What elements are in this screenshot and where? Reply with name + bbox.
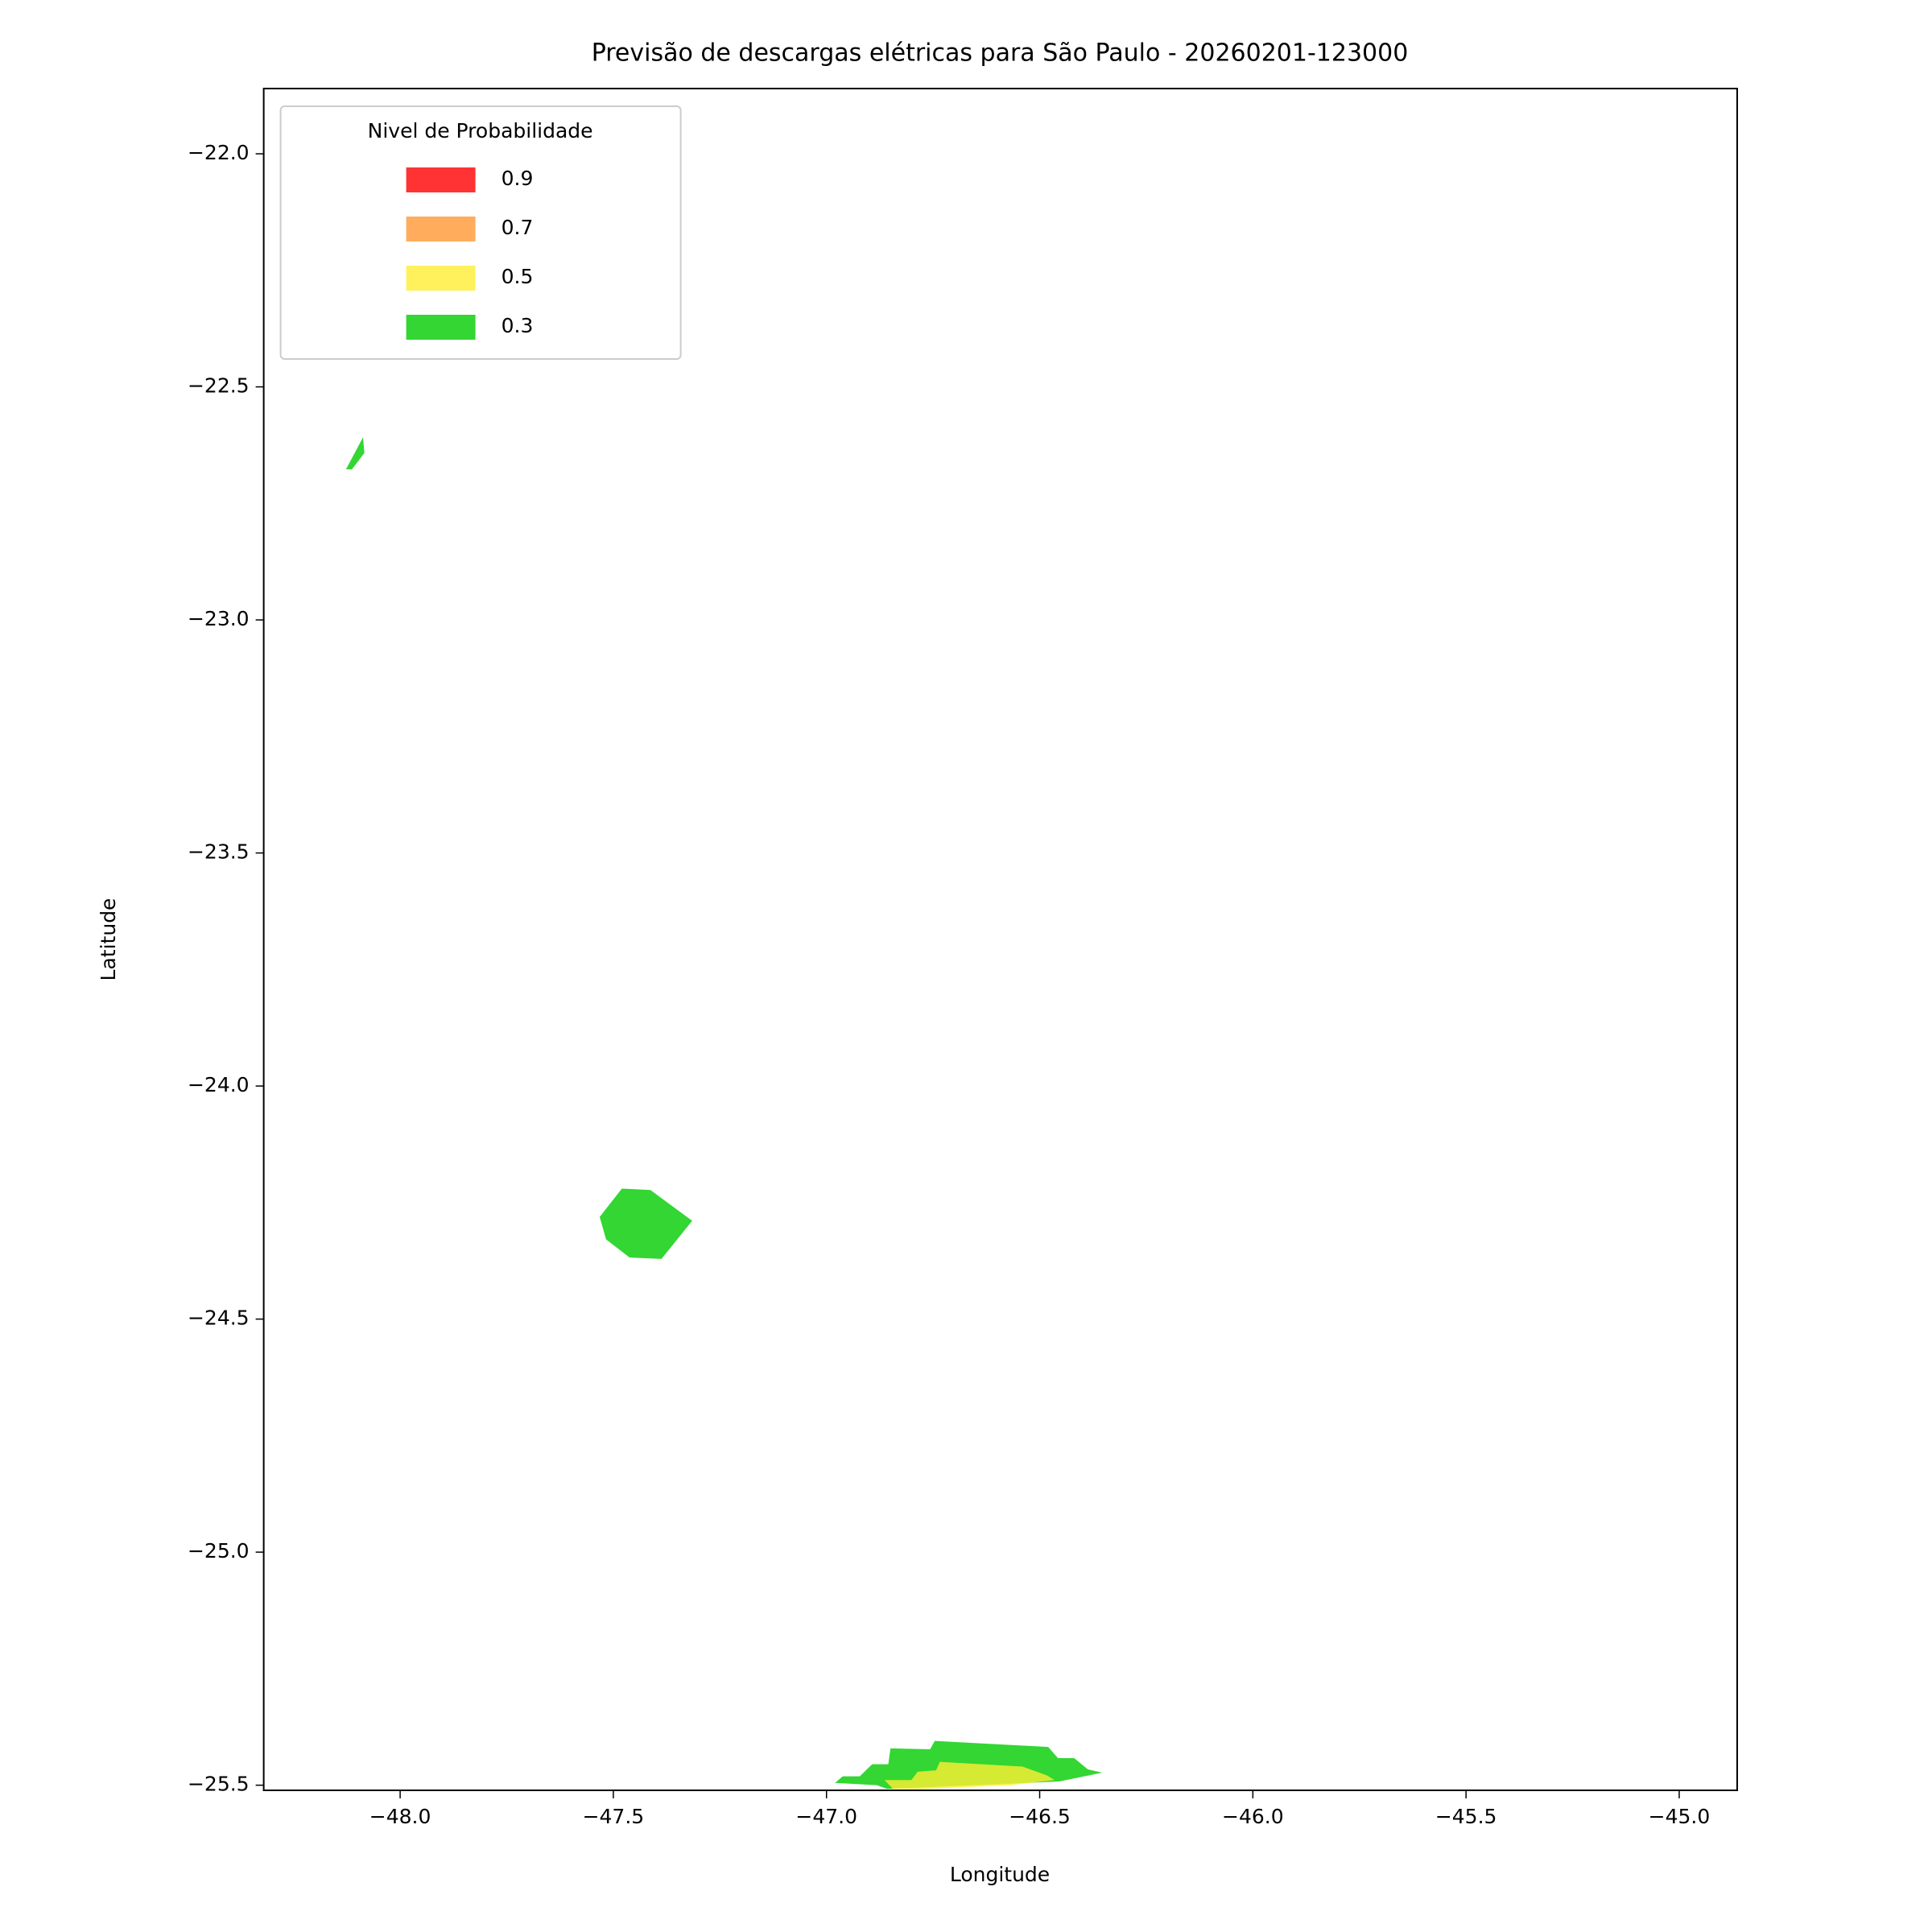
- legend-label: 0.7: [502, 216, 534, 239]
- x-tick-label: −45.0: [1649, 1805, 1711, 1828]
- y-tick-label: −24.5: [188, 1307, 250, 1330]
- legend-box: [279, 105, 682, 360]
- y-tick-label: −22.0: [188, 141, 250, 164]
- y-tick-label: −23.0: [188, 607, 250, 630]
- x-tick-label: −47.0: [795, 1805, 857, 1828]
- x-tick-label: −47.5: [583, 1805, 645, 1828]
- x-tick-label: −46.5: [1009, 1805, 1071, 1828]
- axes-frame: [262, 88, 1739, 1791]
- legend-label: 0.3: [502, 314, 534, 337]
- legend-swatch: [406, 266, 476, 291]
- legend-label: 0.9: [502, 167, 534, 190]
- legend-swatch: [406, 315, 476, 340]
- chart-title: Previsão de descargas elétricas para São…: [592, 39, 1409, 68]
- x-tick-label: −48.0: [369, 1805, 431, 1828]
- legend-swatch: [406, 167, 476, 192]
- legend-title: Nivel de Probabilidade: [368, 119, 593, 142]
- y-tick-label: −22.5: [188, 374, 250, 398]
- x-tick-label: −46.0: [1222, 1805, 1284, 1828]
- x-axis-label: Longitude: [950, 1863, 1050, 1886]
- contour-region: [884, 1761, 1055, 1790]
- y-tick-label: −24.0: [188, 1073, 250, 1096]
- y-axis-label: Latitude: [97, 898, 120, 981]
- contour-region: [345, 437, 365, 470]
- y-tick-label: −23.5: [188, 840, 250, 864]
- y-tick-label: −25.5: [188, 1773, 250, 1796]
- y-tick-label: −25.0: [188, 1539, 250, 1563]
- legend-label: 0.5: [502, 265, 534, 288]
- contour-region: [599, 1188, 692, 1259]
- x-tick-label: −45.5: [1435, 1805, 1497, 1828]
- legend-swatch: [406, 217, 476, 242]
